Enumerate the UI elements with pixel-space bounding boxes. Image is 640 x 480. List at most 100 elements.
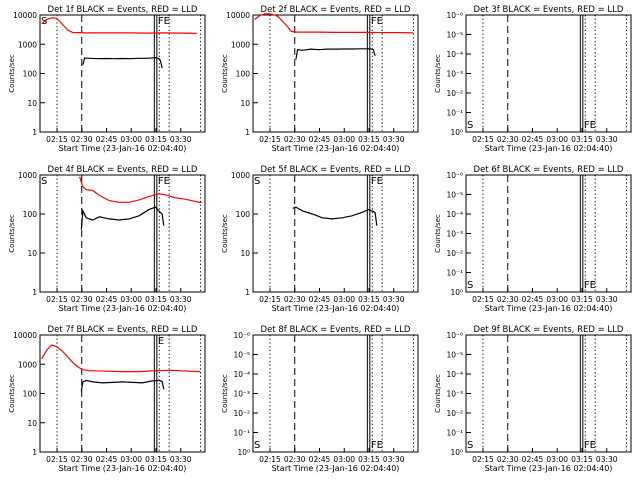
x-tick-label: 03:15 [145, 295, 167, 304]
x-tick-label: 02:30 [284, 455, 306, 464]
series-line-events [292, 206, 378, 226]
x-tick-label: 03:30 [170, 455, 192, 464]
panel-title: Det 1f BLACK = Events, RED = LLD [48, 5, 198, 15]
y-tick-label: 10⁻⁶ [446, 11, 463, 20]
x-tick-label: 02:30 [497, 295, 519, 304]
x-axis-label: Start Time (23-Jan-16 02:04:40) [485, 464, 613, 473]
panel-det-8: Det 8f BLACK = Events, RED = LLD 10⁰ 10⁻¹ 1… [221, 325, 419, 473]
y-axis-label: Counts/sec [8, 54, 16, 93]
x-tick-label: 02:45 [309, 295, 331, 304]
panel-title: Det 8f BLACK = Events, RED = LLD [261, 325, 411, 335]
y-axis-label: Counts/sec [434, 214, 442, 253]
y-tick-label: 1 [32, 448, 37, 457]
x-tick-label: 03:00 [120, 295, 142, 304]
y-axis-label: Counts/sec [221, 374, 229, 413]
series-line-lld [79, 176, 202, 204]
x-axis-label: Start Time (23-Jan-16 02:04:40) [272, 464, 400, 473]
y-tick-label: 10000 [13, 11, 37, 20]
x-tick-label: 02:30 [284, 295, 306, 304]
x-tick-label: 03:00 [546, 295, 568, 304]
x-tick-label: 02:15 [46, 295, 68, 304]
x-tick-label: 02:15 [259, 135, 281, 144]
annotation-s: S [467, 440, 473, 451]
y-tick-label: 1 [32, 288, 37, 297]
plot-frame [252, 334, 419, 453]
y-tick-label: 1 [245, 288, 250, 297]
x-tick-label: 03:00 [333, 135, 355, 144]
y-tick-label: 1000 [231, 171, 250, 180]
y-tick-label: 10⁻¹ [446, 429, 463, 438]
y-tick-label: 10⁻⁵ [233, 351, 250, 360]
x-tick-label: 02:45 [309, 135, 331, 144]
x-tick-label: 03:15 [571, 295, 593, 304]
y-tick-label: 1000 [18, 40, 37, 49]
x-axis-label: Start Time (23-Jan-16 02:04:40) [485, 144, 613, 153]
x-tick-label: 02:30 [71, 135, 93, 144]
y-tick-label: 10⁻⁶ [446, 331, 463, 340]
y-tick-label: 10⁻⁴ [446, 210, 463, 219]
series-line-events [295, 48, 376, 60]
y-axis-label: Counts/sec [221, 214, 229, 253]
y-tick-label: 10⁻⁴ [233, 370, 250, 379]
plot-frame [39, 334, 206, 453]
annotation-fe: FE [584, 280, 596, 291]
y-tick-label: 10⁰ [450, 288, 463, 297]
y-axis-label: Counts/sec [221, 54, 229, 93]
y-tick-label: 1000 [231, 40, 250, 49]
annotation-s: S [467, 280, 473, 291]
series-line-events [82, 56, 163, 69]
x-axis-label: Start Time (23-Jan-16 02:04:40) [272, 144, 400, 153]
x-tick-label: 03:15 [358, 135, 380, 144]
series-line-events [80, 206, 165, 230]
y-tick-label: 10 [27, 419, 37, 428]
x-tick-label: 02:15 [472, 295, 494, 304]
series-line-lld [254, 13, 414, 34]
y-tick-label: 10⁻³ [446, 230, 463, 239]
x-tick-label: 03:30 [170, 135, 192, 144]
panel-det-1: Det 1f BLACK = Events, RED = LLD 1 10 100 10… [8, 5, 206, 153]
y-tick-label: 10⁻⁵ [446, 31, 463, 40]
x-tick-label: 02:45 [309, 455, 331, 464]
y-tick-label: 10⁻³ [446, 390, 463, 399]
x-tick-label: 03:15 [145, 135, 167, 144]
panel-title: Det 9f BLACK = Events, RED = LLD [474, 325, 624, 335]
x-tick-label: 02:15 [46, 455, 68, 464]
panel-title: Det 3f BLACK = Events, RED = LLD [474, 5, 624, 15]
x-tick-label: 03:30 [596, 455, 618, 464]
x-tick-label: 03:15 [358, 455, 380, 464]
x-tick-label: 02:30 [497, 455, 519, 464]
x-tick-label: 03:00 [120, 135, 142, 144]
y-tick-label: 10⁰ [237, 448, 250, 457]
annotation-s: S [254, 440, 260, 451]
annotation-s: S [41, 176, 47, 187]
y-tick-label: 1000 [18, 171, 37, 180]
x-tick-label: 03:15 [145, 455, 167, 464]
y-tick-label: 10⁻¹ [446, 269, 463, 278]
y-tick-label: 10 [27, 99, 37, 108]
annotation-s: S [467, 120, 473, 131]
y-tick-label: 10⁻⁴ [446, 50, 463, 59]
y-tick-label: 10⁻⁶ [233, 331, 250, 340]
panel-det-7: Det 7f BLACK = Events, RED = LLD 1 10 100 10… [8, 325, 206, 473]
x-tick-label: 02:45 [96, 455, 118, 464]
x-tick-label: 02:45 [96, 295, 118, 304]
x-axis-label: Start Time (23-Jan-16 02:04:40) [272, 304, 400, 313]
y-tick-label: 10⁻³ [233, 390, 250, 399]
annotation-fe: FE [584, 120, 596, 131]
x-tick-label: 03:30 [383, 295, 405, 304]
y-tick-label: 10⁻² [233, 409, 250, 418]
y-tick-label: 10 [240, 99, 250, 108]
panel-title: Det 5f BLACK = Events, RED = LLD [261, 165, 411, 175]
panel-title: Det 2f BLACK = Events, RED = LLD [261, 5, 411, 15]
plot-frame [465, 334, 632, 453]
y-tick-label: 10000 [226, 11, 250, 20]
panel-det-9: Det 9f BLACK = Events, RED = LLD 10⁰ 10⁻¹ 1… [434, 325, 632, 473]
x-tick-label: 02:45 [522, 295, 544, 304]
y-axis-label: Counts/sec [434, 54, 442, 93]
x-tick-label: 03:30 [383, 135, 405, 144]
series-line-events [80, 379, 165, 392]
annotation-fe: FE [158, 176, 170, 187]
annotation-fe: FE [371, 440, 383, 451]
panel-title: Det 4f BLACK = Events, RED = LLD [48, 165, 198, 175]
